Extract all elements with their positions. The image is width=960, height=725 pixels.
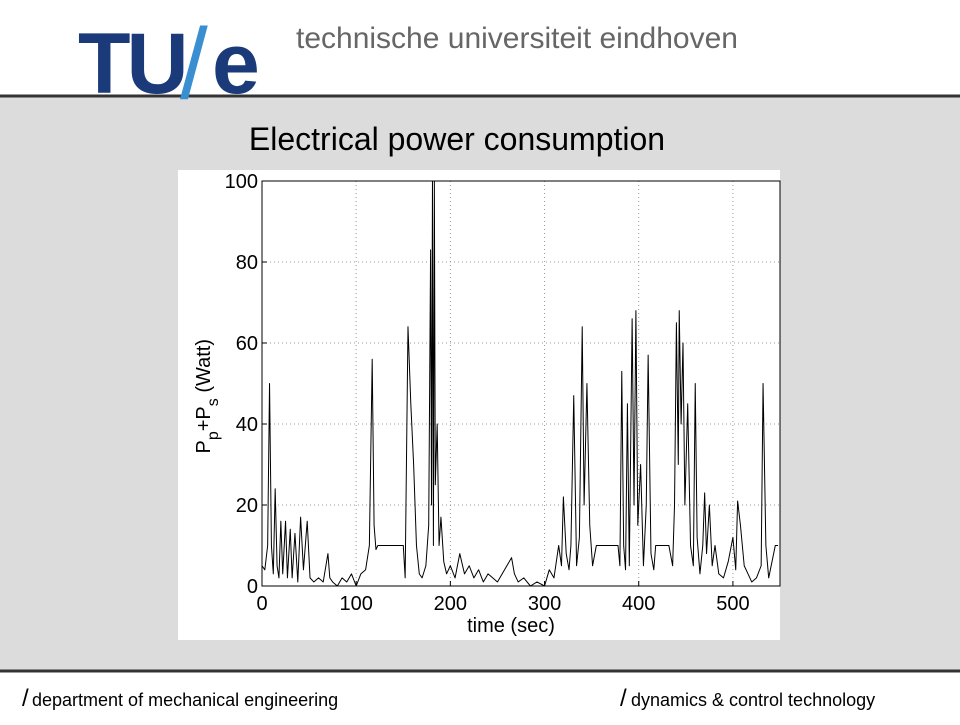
x-tick-label: 500: [716, 593, 749, 615]
y-axis-label: Pp+Ps (Watt): [193, 339, 222, 454]
y-axis-label-part: +P: [193, 406, 215, 431]
slide-title: Electrical power consumption: [249, 121, 665, 157]
y-tick-label: 100: [225, 171, 258, 193]
university-name: technische universiteit eindhoven: [296, 22, 738, 55]
x-tick-label: 200: [434, 593, 467, 615]
logo-tu: TU: [78, 16, 185, 112]
logo-slash: /: [180, 8, 208, 120]
data-line: [261, 180, 779, 587]
x-tick-label: 100: [339, 593, 372, 615]
plot: 0 100 200 300 400 500 0 20 40 60 80 100 time (sec) Pp…: [193, 171, 781, 637]
y-tick-label: 80: [236, 252, 258, 274]
plot-frame: [261, 180, 781, 587]
y-axis-label-subscript: p: [205, 431, 222, 440]
logo-e: e: [212, 16, 260, 112]
y-tick-label: 20: [236, 495, 258, 517]
y-tick-label: 0: [247, 576, 258, 598]
x-tick-label: 400: [622, 593, 655, 615]
footer-right-slash: /: [620, 685, 627, 712]
x-tick-label: 300: [528, 593, 561, 615]
x-axis-label: time (sec): [467, 615, 555, 637]
footer-left: department of mechanical engineering: [32, 690, 338, 710]
footer-left-slash: /: [22, 685, 29, 712]
y-tick-label: 40: [236, 414, 258, 436]
y-tick-label: 60: [236, 333, 258, 355]
y-axis-label-part: P: [193, 440, 215, 453]
y-axis-label-subscript: s: [205, 398, 222, 406]
footer-right: dynamics & control technology: [631, 690, 875, 710]
y-axis-label-part: (Watt): [193, 339, 215, 398]
x-tick-label: 0: [256, 593, 267, 615]
plot-area: [262, 181, 780, 586]
